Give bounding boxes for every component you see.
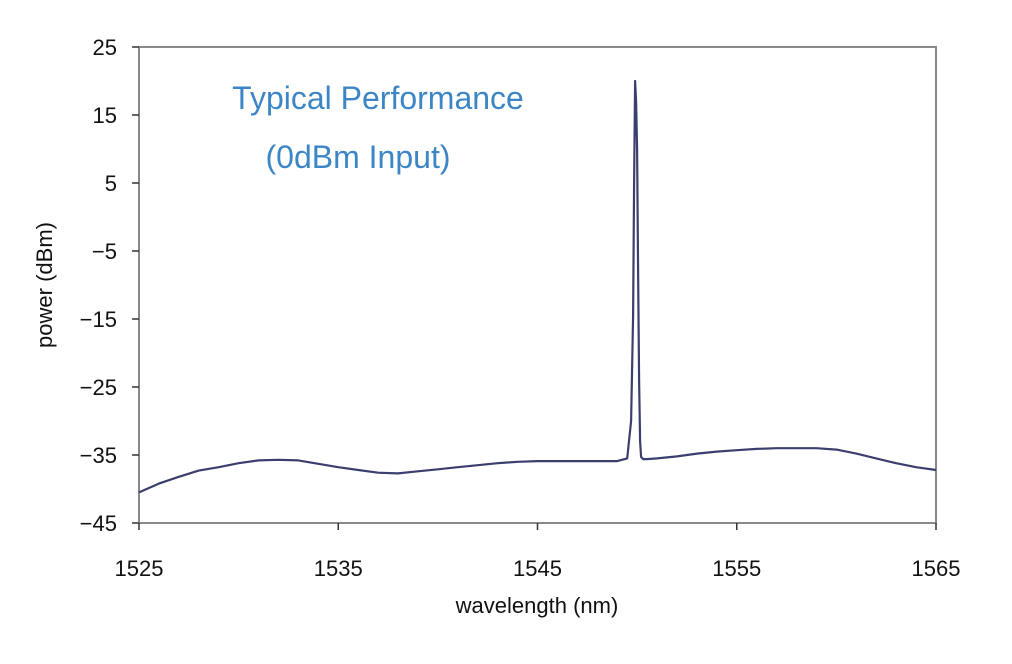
- y-tick-label: −5: [92, 239, 117, 264]
- y-tick-label: −45: [80, 511, 117, 536]
- x-tick-label: 1555: [712, 556, 761, 581]
- x-tick-label: 1545: [513, 556, 562, 581]
- x-tick-label: 1535: [314, 556, 363, 581]
- y-axis-ticks: 25 15 5 −5 −15 −25 −35 −45: [80, 35, 139, 536]
- annotation-input-level: (0dBm Input): [266, 139, 451, 175]
- y-axis-title: power (dBm): [32, 222, 57, 348]
- y-tick-label: 15: [93, 103, 117, 128]
- x-axis-ticks: 1525 1535 1545 1555 1565: [115, 523, 961, 581]
- y-tick-label: 25: [93, 35, 117, 60]
- y-tick-label: −25: [80, 375, 117, 400]
- plot-frame: [138, 46, 937, 524]
- x-tick-label: 1565: [912, 556, 961, 581]
- x-axis-title: wavelength (nm): [455, 593, 619, 618]
- y-tick-label: 5: [105, 171, 117, 196]
- annotation-typical-performance: Typical Performance: [232, 80, 524, 116]
- y-tick-label: −35: [80, 443, 117, 468]
- x-tick-label: 1525: [115, 556, 164, 581]
- y-tick-label: −15: [80, 307, 117, 332]
- spectrum-line: [138, 79, 937, 494]
